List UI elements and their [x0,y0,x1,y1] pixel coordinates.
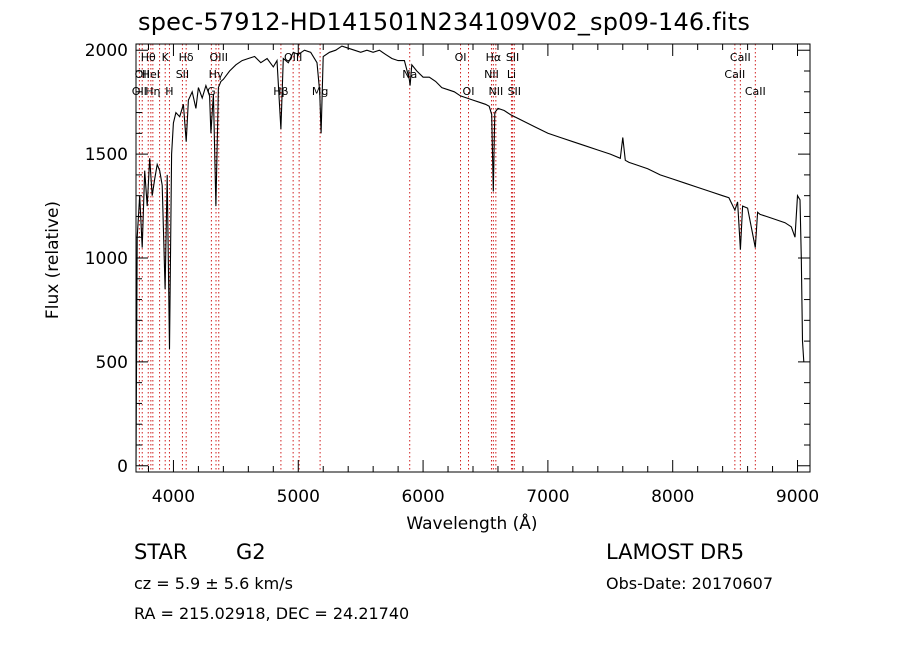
y-tick-label: 1500 [85,145,128,165]
line-labels: OIIOIIHθHeIHηKHSIIHδGHγOIIIHβOIIIMgNaOIO… [132,51,766,98]
x-tick-label: 7000 [526,487,569,507]
line-label: SII [508,85,521,98]
chart-title: spec-57912-HD141501N234109V02_sp09-146.f… [138,8,751,36]
line-label: CaII [745,85,766,98]
x-axis: 4000 5000 6000 7000 8000 9000 [147,44,819,507]
line-label: Hη [145,85,160,98]
line-markers [138,44,756,472]
line-label: SII [176,68,189,81]
line-label: Hα [486,51,502,64]
line-label: H [165,85,173,98]
line-label: NII [484,68,499,81]
x-tick-label: 6000 [401,487,444,507]
line-label: OI [455,51,467,64]
object-class: STAR [134,540,188,564]
line-label: OIII [210,51,228,64]
line-label: Hγ [209,68,224,81]
line-label: SII [506,51,519,64]
y-tick-label: 500 [96,353,128,373]
line-label: G [207,85,216,98]
x-tick-label: 9000 [776,487,819,507]
y-axis: 0 500 1000 1500 2000 [85,41,810,477]
line-label: CaII [724,68,745,81]
y-tick-label: 0 [117,457,128,477]
x-tick-label: 8000 [651,487,694,507]
observation-date: Obs-Date: 20170607 [606,574,774,593]
line-label: Hδ [179,51,194,64]
line-label: Hθ [141,51,156,64]
line-label: K [162,51,170,64]
line-label: HeI [142,68,160,81]
line-label: OI [463,85,475,98]
redshift-value: cz = 5.9 ± 5.6 km/s [134,574,293,593]
line-label: NII [488,85,503,98]
coordinates: RA = 215.02918, DEC = 24.21740 [134,604,410,623]
line-label: Li [507,68,516,81]
survey-name: LAMOST DR5 [606,540,745,564]
line-label: CaII [730,51,751,64]
x-tick-label: 5000 [277,487,320,507]
x-tick-label: 4000 [152,487,195,507]
plot-frame [135,43,811,473]
y-tick-label: 2000 [85,41,128,61]
line-label: Na [402,68,417,81]
x-axis-label: Wavelength (Å) [406,512,537,534]
line-label: Hβ [273,85,288,98]
y-axis-label: Flux (relative) [43,201,63,319]
y-tick-label: 1000 [85,249,128,269]
object-subclass: G2 [236,540,266,564]
spectrum-line [135,45,805,466]
